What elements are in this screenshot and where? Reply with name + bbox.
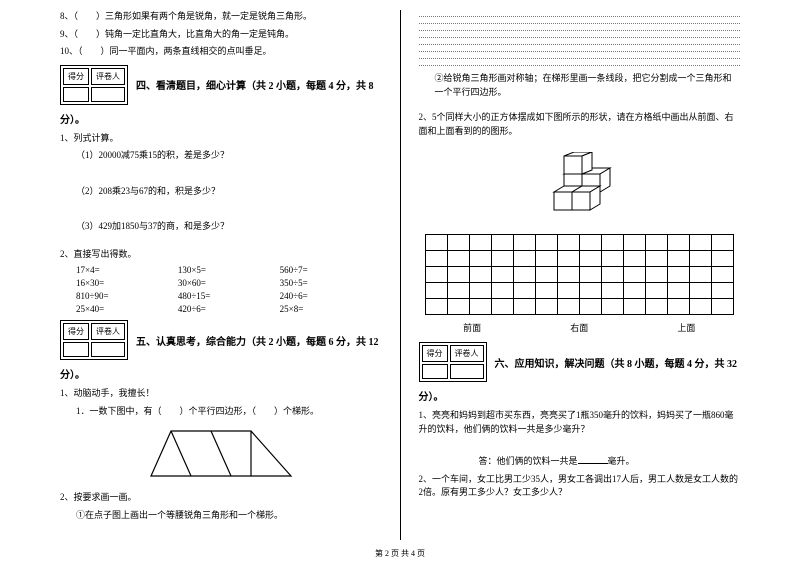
grader-label: 评卷人: [91, 323, 125, 340]
section-5-fen: 分）。: [60, 368, 382, 383]
q5-2: 2、按要求画一画。: [60, 491, 382, 505]
q4-1: 1、列式计算。: [60, 132, 382, 146]
score-label: 得分: [422, 345, 448, 362]
calc-cell: 17×4=: [76, 265, 178, 275]
section-6-fen: 分）。: [419, 390, 741, 405]
answer-blank: [578, 454, 608, 464]
calc-row: 810÷90= 480÷15= 240÷6=: [60, 291, 382, 301]
q5-2a: ①在点子图上画出一个等腰锐角三角形和一个梯形。: [60, 509, 382, 523]
q5-1: 1、动脑动手，我擅长！: [60, 387, 382, 401]
calc-row: 17×4= 130×5= 560÷7=: [60, 265, 382, 275]
cubes-figure: [419, 152, 741, 224]
page-container: 8、（ ）三角形如果有两个角是锐角，就一定是锐角三角形。 9、（ ）钝角一定比直…: [50, 10, 750, 540]
score-cell: [63, 342, 89, 357]
ans-pre: 答：他们俩的饮料一共是: [479, 456, 578, 466]
grader-cell: [91, 87, 125, 102]
section-4-title: 四、看清题目，细心计算（共 2 小题，每题 4 分，共 8: [136, 77, 374, 92]
calc-cell: 350÷5=: [280, 278, 382, 288]
calc-cell: 16×30=: [76, 278, 178, 288]
calc-cell: 810÷90=: [76, 291, 178, 301]
calc-cell: 25×40=: [76, 304, 178, 314]
score-cell: [422, 364, 448, 379]
q6-1: 1、亮亮和妈妈到超市买东西，亮亮买了1瓶350毫升的饮料，妈妈买了一瓶860毫升…: [419, 409, 741, 436]
left-column: 8、（ ）三角形如果有两个角是锐角，就一定是锐角三角形。 9、（ ）钝角一定比直…: [50, 10, 401, 540]
score-label: 得分: [63, 323, 89, 340]
ans-suf: 毫升。: [608, 456, 635, 466]
grader-cell: [91, 342, 125, 357]
section-5-header: 得分 评卷人 五、认真思考，综合能力（共 2 小题，每题 6 分，共 12: [60, 320, 382, 360]
score-cell: [63, 87, 89, 102]
q6-2: 2、一个车间，女工比男工少35人，男女工各调出17人后，男工人数是女工人数的2倍…: [419, 473, 741, 500]
trapezoid-figure: [60, 426, 382, 483]
calc-cell: 30×60=: [178, 278, 280, 288]
score-label: 得分: [63, 68, 89, 85]
question-10: 10、（ ）同一平面内，两条直线相交的点叫垂足。: [60, 45, 382, 59]
q4-1a: （1）20000减75乘15的积，差是多少？: [60, 149, 382, 163]
calc-cell: 240÷6=: [280, 291, 382, 301]
calc-cell: 130×5=: [178, 265, 280, 275]
grid-labels: 前面 右面 上面: [419, 321, 741, 334]
right-column: ②给锐角三角形画对称轴；在梯形里画一条线段，把它分割成一个三角形和一个平行四边形…: [401, 10, 751, 540]
q5-1a: 1．一数下图中，有（ ）个平行四边形，（ ）个梯形。: [60, 405, 382, 419]
dotted-answer-area: [419, 10, 741, 66]
page-footer: 第 2 页 共 4 页: [0, 548, 800, 559]
calc-cell: 420÷6=: [178, 304, 280, 314]
section-6-header: 得分 评卷人 六、应用知识，解决问题（共 8 小题，每题 4 分，共 32: [419, 342, 741, 382]
q6-1-answer: 答：他们俩的饮料一共是 毫升。: [419, 454, 741, 469]
calc-cell: 25×8=: [280, 304, 382, 314]
grid-table: [425, 234, 734, 315]
grader-label: 评卷人: [91, 68, 125, 85]
question-9: 9、（ ）钝角一定比直角大，比直角大的角一定是钝角。: [60, 28, 382, 42]
score-box: 得分 评卷人: [60, 320, 128, 360]
calc-cell: 480÷15=: [178, 291, 280, 301]
q4-1c: （3）429加1850与37的商，和是多少？: [60, 220, 382, 234]
q4-1b: （2）208乘23与67的和，积是多少？: [60, 185, 382, 199]
question-8: 8、（ ）三角形如果有两个角是锐角，就一定是锐角三角形。: [60, 10, 382, 24]
calc-cell: 560÷7=: [280, 265, 382, 275]
label-front: 前面: [463, 321, 481, 334]
section-5-title: 五、认真思考，综合能力（共 2 小题，每题 6 分，共 12: [136, 333, 379, 348]
grader-label: 评卷人: [450, 345, 484, 362]
label-right: 右面: [570, 321, 588, 334]
section-4-header: 得分 评卷人 四、看清题目，细心计算（共 2 小题，每题 4 分，共 8: [60, 65, 382, 105]
grader-cell: [450, 364, 484, 379]
q4-2: 2、直接写出得数。: [60, 248, 382, 262]
answer-grid: 前面 右面 上面: [419, 234, 741, 334]
calc-row: 25×40= 420÷6= 25×8=: [60, 304, 382, 314]
score-box: 得分 评卷人: [419, 342, 487, 382]
r-q1: ②给锐角三角形画对称轴；在梯形里画一条线段，把它分割成一个三角形和一个平行四边形…: [419, 72, 741, 99]
score-box: 得分 评卷人: [60, 65, 128, 105]
r-q2: 2、5个同样大小的正方体摆成如下图所示的形状，请在方格纸中画出从前面、右面和上面…: [419, 111, 741, 138]
calc-row: 16×30= 30×60= 350÷5=: [60, 278, 382, 288]
section-4-fen: 分）。: [60, 113, 382, 128]
label-top: 上面: [677, 321, 695, 334]
section-6-title: 六、应用知识，解决问题（共 8 小题，每题 4 分，共 32: [495, 355, 738, 370]
